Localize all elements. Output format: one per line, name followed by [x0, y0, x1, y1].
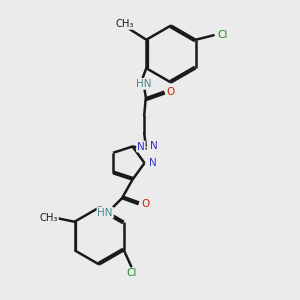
Text: CH₃: CH₃ — [40, 213, 58, 223]
Text: Cl: Cl — [217, 30, 227, 40]
Text: CH₃: CH₃ — [115, 19, 134, 29]
Text: HN: HN — [136, 79, 152, 89]
Text: N: N — [137, 142, 145, 152]
Text: Cl: Cl — [126, 268, 136, 278]
Text: O: O — [167, 87, 175, 97]
Text: O: O — [141, 199, 149, 209]
Text: N: N — [149, 158, 157, 168]
Text: N: N — [150, 141, 158, 151]
Text: HN: HN — [98, 208, 113, 218]
